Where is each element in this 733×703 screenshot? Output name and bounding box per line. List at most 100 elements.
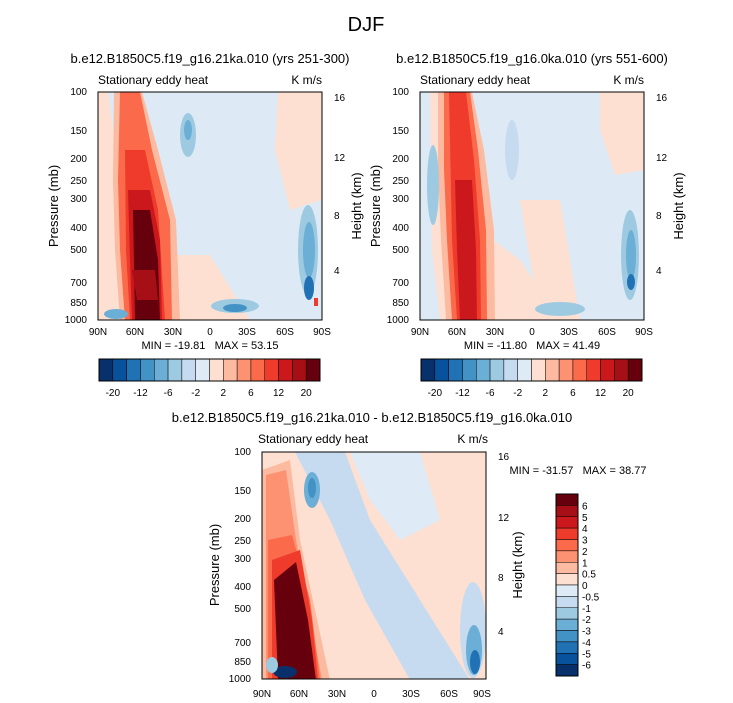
- panel-1-contour-tip: [132, 270, 158, 300]
- panel-1-title: b.e12.B1850C5.f19_g16.21ka.010 (yrs 251-…: [71, 51, 350, 66]
- colorbar-box: [140, 358, 155, 382]
- y-tick-label: 300: [234, 554, 251, 565]
- colorbar-label: -12: [455, 388, 470, 399]
- colorbar-box: [476, 358, 491, 382]
- x-tick-label: 90S: [635, 327, 653, 338]
- colorbar-box: [531, 358, 546, 382]
- panel-2: b.e12.B1850C5.f19_g16.0ka.010 (yrs 551-6…: [368, 51, 686, 399]
- y-tick-label: 500: [70, 245, 87, 256]
- panel-2-high-lat-patch: [600, 92, 644, 175]
- panel-2-neg-upper: [505, 120, 519, 180]
- colorbar-box: [555, 618, 579, 631]
- colorbar-box: [555, 630, 579, 643]
- colorbar-label: -6: [164, 388, 173, 399]
- colorbar-label: -0.5: [582, 592, 600, 603]
- y2-tick-label: 4: [656, 266, 662, 277]
- colorbar-label: 2: [582, 547, 588, 558]
- y2-axis-label: Height (km): [349, 172, 364, 239]
- colorbar-box: [292, 358, 307, 382]
- y-tick-label: 700: [392, 278, 409, 289]
- colorbar-box: [209, 358, 224, 382]
- panel-3-y-axis: 100 150 200 250 300 400 500 700 850 1000…: [207, 447, 251, 685]
- panel-1-antarctic-neg-mid: [303, 222, 315, 278]
- panel-2-x-axis: 90N 60N 30N 0 30S 60S 90S: [411, 327, 653, 338]
- panel-3-antarctic-neg-core: [470, 650, 480, 674]
- panel-1-stats: MIN = -19.81 MAX = 53.15: [142, 340, 279, 352]
- colorbar-box: [572, 358, 587, 382]
- colorbar-box: [555, 653, 579, 665]
- panel-2-title: b.e12.B1850C5.f19_g16.0ka.010 (yrs 551-6…: [396, 51, 668, 66]
- y-tick-label: 500: [392, 245, 409, 256]
- colorbar-box: [98, 358, 114, 382]
- colorbar-label: 2: [543, 388, 549, 399]
- colorbar-label: 3: [582, 536, 588, 547]
- panel-2-antarctic-neg-core: [627, 274, 635, 290]
- y-tick-label: 300: [392, 194, 409, 205]
- y-tick-label: 100: [234, 447, 251, 458]
- colorbar-label: 6: [570, 388, 576, 399]
- panel-1-high-lat-patch: [275, 92, 322, 210]
- colorbar-label: 20: [301, 388, 313, 399]
- colorbar-box: [250, 358, 265, 382]
- colorbar-box: [614, 358, 629, 382]
- x-tick-label: 60S: [440, 689, 458, 700]
- x-tick-label: 0: [529, 327, 535, 338]
- panel-3-neg-upper-band: [350, 452, 440, 540]
- y-tick-label: 250: [70, 176, 87, 187]
- y-tick-label: 250: [392, 176, 409, 187]
- y2-axis-label: Height (km): [510, 531, 525, 598]
- colorbar-box: [305, 358, 321, 382]
- x-tick-label: 90S: [473, 689, 491, 700]
- colorbar-label: 1: [582, 558, 588, 569]
- colorbar-box: [434, 358, 449, 382]
- colorbar-box: [555, 516, 579, 529]
- panel-3-y2-axis: 16 12 8 4 Height (km): [498, 452, 525, 638]
- colorbar-box: [112, 358, 127, 382]
- panel-1-neg-upper-core: [184, 120, 192, 140]
- x-tick-label: 30N: [328, 689, 346, 700]
- panel-3-neg-surface: [273, 666, 297, 678]
- panel-2-antarctic-neg-mid: [626, 230, 636, 280]
- figure-title: DJF: [348, 14, 385, 36]
- panel-1-colorbar-boxes: [98, 358, 321, 382]
- colorbar-label: 0: [582, 581, 588, 592]
- y2-tick-label: 16: [656, 93, 668, 104]
- y-tick-label: 850: [70, 298, 87, 309]
- colorbar-box: [627, 358, 643, 382]
- panel-1-antarctic-pos: [314, 298, 318, 306]
- colorbar-box: [462, 358, 477, 382]
- panel-3-colorbar-boxes: [555, 493, 579, 677]
- panel-1-y2-axis: 16 12 8 4 Height (km): [334, 93, 364, 277]
- panel-2-colorbar-boxes: [420, 358, 643, 382]
- y-tick-label: 700: [70, 278, 87, 289]
- y-tick-label: 100: [70, 87, 87, 98]
- x-tick-label: 0: [371, 689, 377, 700]
- y-tick-label: 850: [392, 298, 409, 309]
- colorbar-box: [195, 358, 210, 382]
- colorbar-box: [555, 573, 579, 586]
- panel-2-stats: MIN = -11.80 MAX = 41.49: [464, 340, 600, 352]
- colorbar-label: -6: [486, 388, 495, 399]
- y-tick-label: 150: [392, 126, 409, 137]
- x-tick-label: 60S: [276, 327, 294, 338]
- colorbar-box: [555, 550, 579, 563]
- colorbar-box: [448, 358, 463, 382]
- y2-tick-label: 12: [498, 513, 510, 524]
- colorbar-label: -2: [513, 388, 522, 399]
- colorbar-box: [167, 358, 183, 382]
- y-tick-label: 200: [392, 154, 409, 165]
- panel-3-colorbar-frame: [555, 493, 579, 677]
- colorbar-label: -2: [191, 388, 200, 399]
- y-axis-label: Pressure (mb): [207, 524, 222, 606]
- x-tick-label: 90N: [253, 689, 271, 700]
- colorbar-label: -3: [582, 627, 591, 638]
- x-tick-label: 0: [207, 327, 213, 338]
- panel-1-colorbar-labels: -20 -12 -6 -2 2 6 12 20: [106, 388, 313, 399]
- colorbar-box: [545, 358, 560, 382]
- y2-tick-label: 8: [498, 573, 504, 584]
- colorbar-box: [420, 358, 436, 382]
- panel-2-neg-surface: [535, 302, 585, 316]
- panel-1-colorbar-frame: [98, 358, 321, 382]
